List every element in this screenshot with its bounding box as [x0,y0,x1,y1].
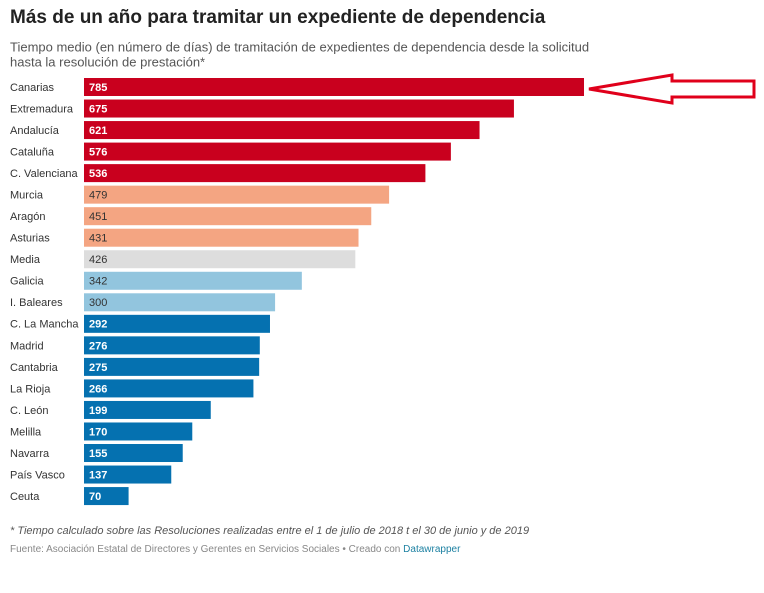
bar [84,357,260,376]
value-label: 576 [89,146,107,158]
value-label: 155 [89,448,107,460]
value-label: 785 [89,82,107,94]
category-label: I. Baleares [10,297,63,309]
arrow-annotation [588,73,756,105]
subtitle: Tiempo medio (en número de días) de tram… [10,39,589,54]
bar [84,444,183,463]
value-label: 300 [89,297,107,309]
value-label: 451 [89,211,107,223]
category-label: Andalucía [10,125,60,137]
value-label: 70 [89,491,101,503]
value-label: 426 [89,254,107,266]
bar [84,487,129,506]
category-label: C. La Mancha [10,319,79,331]
bar [84,185,390,204]
source-text: Fuente: Asociación Estatal de Directores… [10,544,400,555]
category-label: Ceuta [10,491,40,503]
category-label: La Rioja [10,383,51,395]
category-label: Galicia [10,276,45,288]
bar [84,336,260,355]
category-label: Melilla [10,426,42,438]
value-label: 621 [89,125,107,137]
bar [84,422,193,441]
value-label: 276 [89,340,107,352]
category-label: Cantabria [10,362,59,374]
category-label: Madrid [10,340,44,352]
value-label: 137 [89,469,107,481]
value-label: 170 [89,426,107,438]
category-label: Asturias [10,233,50,245]
bar [84,271,302,290]
bar [84,379,254,398]
category-label: Canarias [10,82,55,94]
category-label: Extremadura [10,103,74,115]
value-label: 342 [89,276,107,288]
credit-link[interactable]: Datawrapper [403,544,461,555]
value-label: 431 [89,233,107,245]
value-label: 266 [89,383,107,395]
category-label: Cataluña [10,146,55,158]
bar [84,142,451,161]
bar [84,465,172,484]
bar [84,78,584,96]
bar [84,250,356,269]
value-label: 536 [89,168,107,180]
category-label: Aragón [10,211,45,223]
subtitle: hasta la resolución de prestación* [10,54,205,69]
source: Fuente: Asociación Estatal de Directores… [10,544,461,555]
value-label: 675 [89,103,107,115]
bar [84,99,514,118]
bar [84,121,480,140]
bar [84,400,211,419]
bar [84,164,426,183]
category-label: Media [10,254,41,266]
category-label: Murcia [10,190,44,202]
category-label: C. León [10,405,49,417]
category-label: C. Valenciana [10,168,79,180]
category-label: País Vasco [10,469,65,481]
value-label: 199 [89,405,107,417]
bar [84,314,270,333]
bar [84,293,276,312]
bar [84,207,372,226]
bar [84,228,359,247]
category-label: Navarra [10,448,50,460]
footnote: * Tiempo calculado sobre las Resolucione… [10,525,529,537]
value-label: 275 [89,362,107,374]
value-label: 479 [89,190,107,202]
value-label: 292 [89,319,107,331]
chart-title: Más de un año para tramitar un expedient… [10,7,546,28]
